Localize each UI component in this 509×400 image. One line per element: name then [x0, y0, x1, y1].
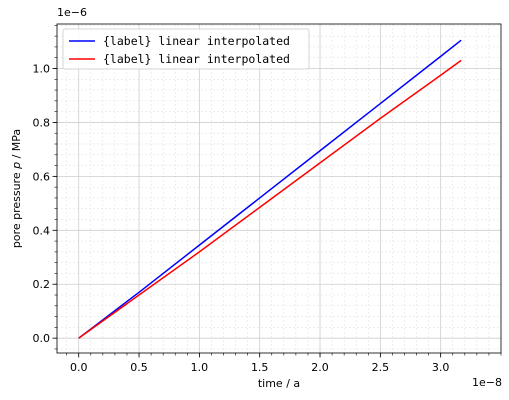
plot-frame — [56, 23, 502, 354]
y-tick-label: 0.4 — [33, 224, 51, 237]
y-tick-label: 0.8 — [33, 116, 51, 129]
y-axis-label-prefix: pore pressure — [10, 169, 23, 248]
y-offset-label: 1e−6 — [57, 6, 87, 19]
x-offset-label: 1e−8 — [472, 376, 502, 389]
series-line-0 — [78, 39, 462, 339]
x-axis-label: time / a — [258, 377, 300, 390]
y-axis-label-symbol: p — [10, 162, 23, 170]
ticks-layer: 0.0 0.5 1.0 1.5 2.0 2.5 3.0 0.0 0.2 0.4 0.6 0.8 1.0 — [33, 25, 502, 374]
y-tick-label: 0.6 — [33, 170, 51, 183]
series-line-1 — [78, 59, 462, 339]
x-tick-label: 1.0 — [191, 361, 209, 374]
x-tick-label: 3.0 — [432, 361, 450, 374]
x-tick-label: 0.0 — [70, 361, 88, 374]
x-tick-label: 2.5 — [372, 361, 390, 374]
x-tick-label: 0.5 — [130, 361, 148, 374]
legend: {label} linear interpolated {label} line… — [62, 28, 310, 70]
y-tick-label: 0.0 — [33, 332, 51, 345]
legend-entry-series-0: {label} linear interpolated — [103, 34, 290, 48]
major-grid — [57, 24, 501, 353]
legend-entry-series-1: {label} linear interpolated — [103, 52, 290, 66]
y-tick-label: 0.2 — [33, 278, 51, 291]
y-axis-label: pore pressure p / MPa — [10, 129, 23, 248]
series-layer — [78, 39, 462, 339]
legend-box — [62, 28, 310, 70]
x-tick-label: 2.0 — [311, 361, 329, 374]
y-axis-label-suffix: / MPa — [10, 129, 23, 162]
y-tick-label: 1.0 — [33, 62, 51, 75]
x-tick-label: 1.5 — [251, 361, 269, 374]
